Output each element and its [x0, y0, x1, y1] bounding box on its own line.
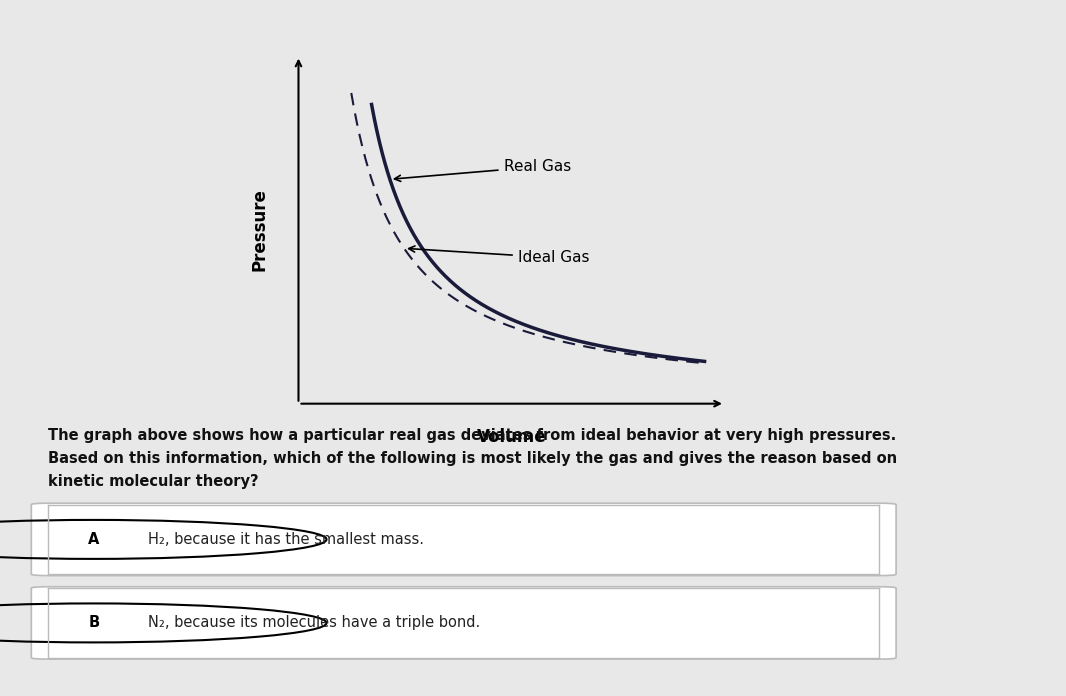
Text: A: A — [88, 532, 99, 547]
Text: Volume: Volume — [477, 428, 547, 446]
Text: Real Gas: Real Gas — [394, 159, 570, 182]
Text: N₂, because its molecules have a triple bond.: N₂, because its molecules have a triple … — [148, 615, 480, 631]
FancyBboxPatch shape — [31, 503, 897, 576]
Text: H₂, because it has the smallest mass.: H₂, because it has the smallest mass. — [148, 532, 424, 547]
FancyBboxPatch shape — [31, 587, 897, 659]
Text: Based on this information, which of the following is most likely the gas and giv: Based on this information, which of the … — [48, 451, 898, 466]
Text: kinetic molecular theory?: kinetic molecular theory? — [48, 474, 259, 489]
Text: Pressure: Pressure — [251, 188, 269, 271]
Text: B: B — [88, 615, 99, 631]
Text: Ideal Gas: Ideal Gas — [408, 246, 589, 265]
Text: The graph above shows how a particular real gas deviates from ideal behavior at : The graph above shows how a particular r… — [48, 428, 897, 443]
